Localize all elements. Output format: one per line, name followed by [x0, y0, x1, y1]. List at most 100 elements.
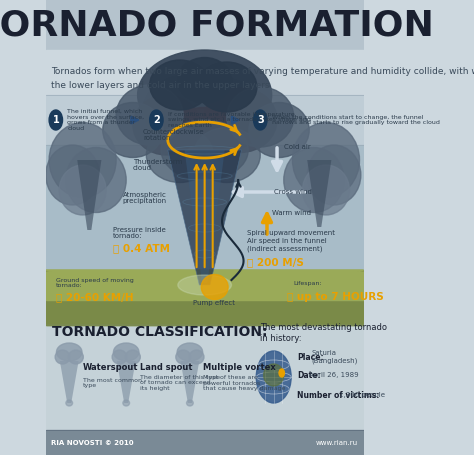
Text: Land spout: Land spout — [140, 363, 192, 371]
Text: RIA NOVOSTI © 2010: RIA NOVOSTI © 2010 — [51, 440, 134, 446]
Text: If conditions are favorable (temperature
swings, wind etc.) a tornado takes shap: If conditions are favorable (temperature… — [168, 111, 310, 128]
Text: Tornados form when two large air masses of varying temperature and humidity coll: Tornados form when two large air masses … — [51, 67, 474, 76]
Ellipse shape — [302, 165, 349, 215]
Text: The initial funnel, which
hovers over the surface,
grows from a thunder
cloud: The initial funnel, which hovers over th… — [67, 109, 145, 131]
Text: The diameter of this type
of tornado can exceed
its height: The diameter of this type of tornado can… — [140, 375, 219, 391]
Ellipse shape — [203, 87, 277, 152]
Ellipse shape — [55, 350, 70, 364]
Bar — [46, 277, 364, 325]
Bar — [46, 430, 364, 455]
Text: TORNADO CLASSIFICATION:: TORNADO CLASSIFICATION: — [53, 325, 268, 339]
Text: Pump effect: Pump effect — [193, 300, 235, 306]
Text: Atmospheric
precipitation: Atmospheric precipitation — [123, 192, 167, 204]
Ellipse shape — [161, 120, 248, 180]
Circle shape — [49, 110, 63, 130]
Ellipse shape — [123, 400, 129, 406]
Ellipse shape — [56, 343, 82, 361]
Polygon shape — [307, 160, 331, 227]
Bar — [46, 0, 364, 50]
Polygon shape — [117, 361, 136, 403]
Ellipse shape — [103, 102, 163, 157]
Ellipse shape — [112, 350, 127, 364]
Text: ⌛ 200 M/S: ⌛ 200 M/S — [247, 257, 304, 267]
Text: Multiple vortex: Multiple vortex — [203, 363, 276, 371]
Bar — [46, 325, 364, 430]
Ellipse shape — [173, 77, 267, 152]
Text: ⌛ 20-60 KM/H: ⌛ 20-60 KM/H — [56, 292, 134, 302]
Text: 1: 1 — [53, 115, 59, 125]
Bar — [46, 145, 364, 325]
Text: www.rian.ru: www.rian.ru — [316, 440, 358, 446]
Text: Saturia
(Bangladesh): Saturia (Bangladesh) — [311, 350, 357, 364]
Text: 3: 3 — [257, 115, 264, 125]
Text: Number of victims:: Number of victims: — [297, 390, 380, 399]
Polygon shape — [46, 270, 364, 325]
Circle shape — [254, 110, 267, 130]
Bar — [46, 272, 364, 300]
Ellipse shape — [193, 127, 260, 182]
Ellipse shape — [201, 274, 228, 299]
Polygon shape — [184, 150, 225, 283]
Polygon shape — [77, 160, 101, 230]
Ellipse shape — [113, 343, 139, 361]
Ellipse shape — [66, 147, 126, 212]
Polygon shape — [60, 361, 79, 403]
Ellipse shape — [146, 127, 213, 182]
Ellipse shape — [197, 62, 257, 112]
Ellipse shape — [178, 275, 231, 295]
Text: Pressure inside
tornado:: Pressure inside tornado: — [113, 227, 165, 239]
Polygon shape — [46, 270, 364, 277]
Ellipse shape — [178, 57, 231, 102]
Text: The most devastating tornado
in history:: The most devastating tornado in history: — [260, 324, 387, 343]
Text: Most of these are
powerful tornados
that cause heavy damage: Most of these are powerful tornados that… — [203, 375, 286, 391]
Bar — [46, 95, 364, 145]
Ellipse shape — [164, 107, 245, 162]
Ellipse shape — [59, 165, 106, 215]
Ellipse shape — [66, 400, 73, 406]
Ellipse shape — [307, 145, 361, 205]
Ellipse shape — [176, 350, 191, 364]
Text: the lower layers and cold air in the upper layers: the lower layers and cold air in the upp… — [51, 81, 270, 90]
Text: Spiral upward movement: Spiral upward movement — [247, 230, 335, 236]
Ellipse shape — [49, 122, 116, 197]
Text: Warm wind: Warm wind — [273, 210, 311, 216]
Ellipse shape — [227, 87, 294, 147]
Polygon shape — [181, 361, 199, 403]
Polygon shape — [168, 150, 242, 285]
Text: TORNADO FORMATION: TORNADO FORMATION — [0, 8, 434, 42]
Text: Lifespan:: Lifespan: — [294, 280, 322, 285]
Ellipse shape — [137, 50, 272, 140]
Text: Waterspout: Waterspout — [82, 363, 138, 371]
Text: Counterclockwise
rotation: Counterclockwise rotation — [143, 128, 204, 142]
Ellipse shape — [116, 85, 183, 145]
Text: Thunderstorm
cloud: Thunderstorm cloud — [133, 158, 182, 172]
Bar — [46, 50, 364, 95]
Text: The most common
type: The most common type — [82, 378, 142, 389]
Text: Cold air: Cold air — [284, 144, 310, 150]
Ellipse shape — [133, 95, 200, 155]
Text: Air speed in the funnel
(indirect assessment): Air speed in the funnel (indirect assess… — [247, 238, 327, 252]
Ellipse shape — [284, 147, 344, 212]
Ellipse shape — [292, 122, 359, 197]
Ellipse shape — [46, 145, 100, 205]
Ellipse shape — [126, 350, 140, 364]
Text: When the conditions start to change, the funnel
narrows and starts to rise gradu: When the conditions start to change, the… — [272, 115, 439, 126]
Ellipse shape — [177, 343, 202, 361]
Text: Place:: Place: — [297, 353, 324, 362]
Ellipse shape — [189, 350, 204, 364]
Text: Date:: Date: — [297, 370, 321, 379]
Ellipse shape — [187, 400, 193, 406]
Ellipse shape — [150, 60, 210, 110]
Circle shape — [150, 110, 163, 130]
Ellipse shape — [143, 75, 230, 145]
Ellipse shape — [256, 351, 291, 403]
Ellipse shape — [69, 350, 83, 364]
Text: 2: 2 — [153, 115, 160, 125]
Text: 1,300 people: 1,300 people — [339, 392, 385, 398]
Text: ⌛ 0.4 ATM: ⌛ 0.4 ATM — [113, 243, 170, 253]
Circle shape — [279, 369, 284, 377]
Text: Cross wind: Cross wind — [273, 189, 311, 195]
Text: Ground speed of moving
tornado:: Ground speed of moving tornado: — [56, 278, 134, 288]
Ellipse shape — [264, 364, 284, 386]
Text: ⌛ up to 7 HOURS: ⌛ up to 7 HOURS — [287, 292, 384, 302]
